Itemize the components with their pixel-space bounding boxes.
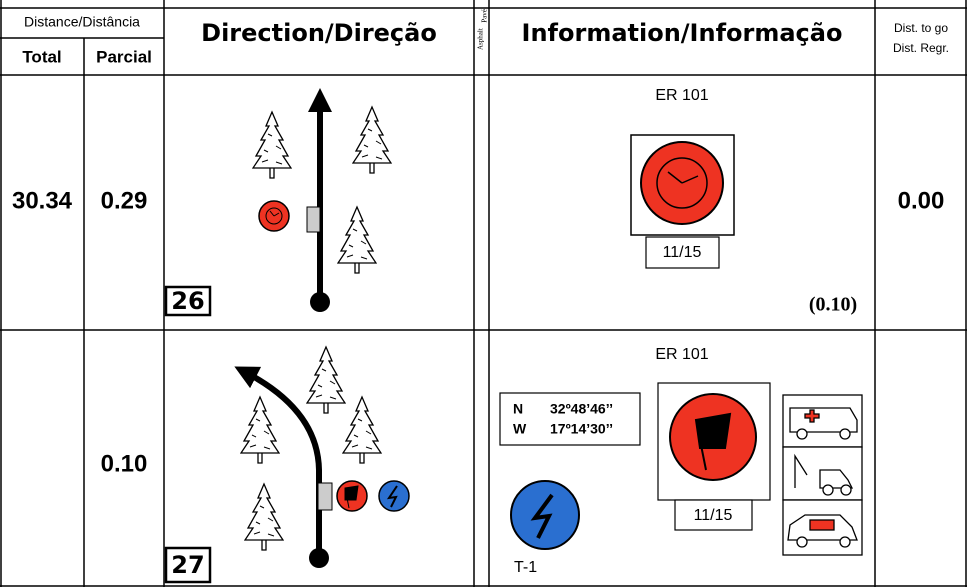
dist-to-go: 0.00 xyxy=(898,187,945,214)
road-name: ER 101 xyxy=(655,87,708,104)
row-1: 30.34 0.29 26 ER 101 11/15 (0.10) 0.00 xyxy=(12,87,945,317)
time-label: 11/15 xyxy=(663,244,702,261)
surface-asphalt: Asphalt xyxy=(477,28,485,50)
total-distance: 30.34 xyxy=(12,187,73,214)
dist-to-go-header: Dist. to go xyxy=(894,21,948,35)
latitude: 32º48’46’’ xyxy=(550,401,613,417)
time-label: 11/15 xyxy=(694,507,733,524)
route-arrow xyxy=(234,366,322,557)
dist-regr-header: Dist. Regr. xyxy=(893,41,949,55)
information-header: Information/Informação xyxy=(522,19,843,47)
box-number: 26 xyxy=(171,287,204,315)
direction-header: Direction/Direção xyxy=(201,19,437,47)
partial-header: Parcial xyxy=(96,47,152,66)
info-distance: (0.10) xyxy=(809,294,857,316)
partial-distance: 0.29 xyxy=(101,187,148,214)
row-2: 0.10 27 ER 101 N 32º48’46’’ W 17º14’30’’… xyxy=(101,346,863,584)
stage-icon xyxy=(378,480,410,512)
lat-dir: N xyxy=(513,401,523,417)
box-number: 27 xyxy=(171,551,204,579)
partial-distance: 0.10 xyxy=(101,450,148,477)
distance-header: Distance/Distância xyxy=(24,14,140,30)
lon-dir: W xyxy=(513,421,527,437)
surface-pave: Pavé xyxy=(481,9,489,23)
header: Distance/Distância Total Parcial Directi… xyxy=(22,9,949,66)
road-name: ER 101 xyxy=(655,346,708,363)
longitude: 17º14’30’’ xyxy=(550,421,613,437)
stage-label: T-1 xyxy=(514,559,537,576)
total-header: Total xyxy=(22,47,61,66)
